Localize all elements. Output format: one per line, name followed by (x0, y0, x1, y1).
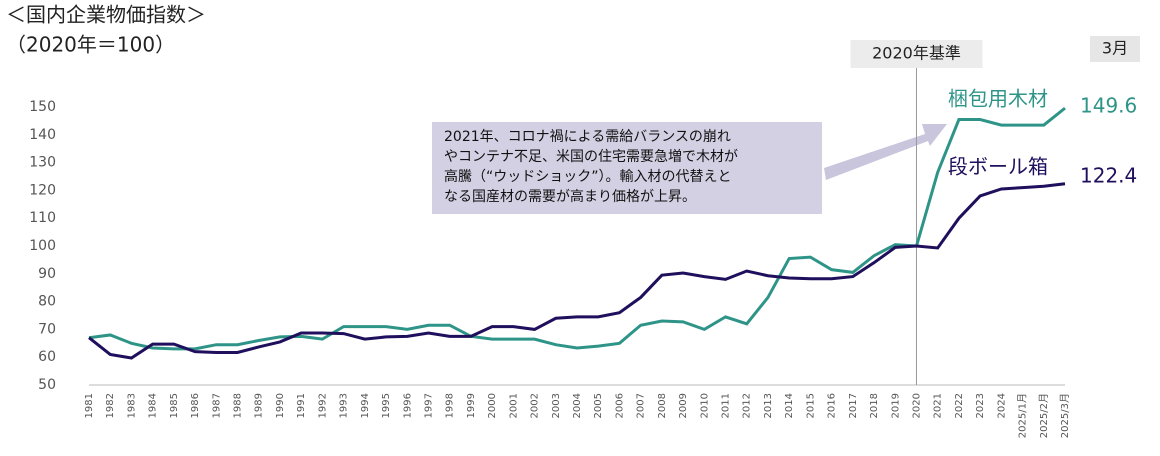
y-tick-label: 60 (38, 349, 56, 365)
x-tick-label: 2008 (657, 393, 668, 418)
y-tick-label: 90 (38, 266, 56, 282)
x-tick-label: 2014 (784, 393, 795, 418)
period-label: 3月 (1102, 39, 1128, 58)
y-tick-label: 100 (29, 238, 56, 254)
series-line (88, 182, 1066, 360)
x-tick-label: 2011 (721, 393, 732, 418)
x-tick-label: 2021 (933, 393, 944, 418)
x-tick-label: 2001 (508, 393, 519, 418)
annotation-line: なる国産材の需要が高まり価格が上昇。 (444, 189, 696, 205)
x-tick-label: 2015 (805, 393, 816, 418)
end-value-label: 149.6 (1080, 94, 1137, 118)
x-tick-label: 1983 (126, 393, 137, 418)
x-tick-label: 2025/3月 (1059, 393, 1071, 438)
x-tick-label: 1986 (190, 393, 201, 418)
x-tick-label: 1991 (296, 393, 307, 418)
y-tick-label: 140 (29, 127, 56, 143)
period-box (1090, 36, 1140, 62)
x-tick-label: 2003 (551, 393, 562, 418)
reference-label-box (850, 40, 983, 68)
x-tick-label: 1996 (402, 393, 413, 418)
chart-subtitle: （2020年＝100） (6, 33, 175, 57)
y-tick-label: 110 (29, 210, 56, 226)
x-tick-label: 2006 (614, 393, 625, 418)
x-tick-label: 2022 (954, 393, 965, 418)
x-tick-label: 2019 (890, 393, 901, 418)
x-tick-label: 2002 (530, 393, 541, 418)
x-tick-label: 2017 (848, 393, 859, 418)
x-tick-label: 1987 (211, 393, 222, 418)
x-tick-label: 1988 (233, 393, 244, 418)
legend-label: 段ボール箱 (948, 155, 1048, 179)
reference-label: 2020年基準 (872, 44, 961, 63)
y-tick-label: 130 (29, 155, 56, 171)
x-tick-label: 1984 (148, 393, 159, 418)
x-tick-label: 2024 (996, 393, 1007, 418)
annotation-line: やコンテナ不足、米国の住宅需要急増で木材が (444, 149, 738, 165)
x-tick-label: 1995 (381, 393, 392, 418)
x-tick-label: 2007 (636, 393, 647, 418)
x-tick-label: 2025/2月 (1038, 393, 1050, 438)
x-tick-label: 2005 (593, 393, 604, 418)
x-tick-label: 1981 (84, 393, 95, 418)
y-tick-label: 120 (29, 182, 56, 198)
annotation-line: 高騰（“ウッドショック”）。輸入材の代替えと (444, 169, 732, 185)
y-tick-label: 150 (29, 99, 56, 115)
x-tick-label: 1997 (423, 393, 434, 418)
x-tick-label: 2010 (699, 393, 710, 418)
series-line (88, 106, 1066, 351)
x-tick-label: 1990 (275, 393, 286, 418)
annotation-box: 2021年、コロナ禍による需給バランスの崩れ やコンテナ不足、米国の住宅需要急増で… (432, 122, 822, 214)
x-tick-label: 1985 (169, 393, 180, 418)
legend-label: 梱包用木材 (948, 87, 1048, 111)
x-tick-label: 1993 (339, 393, 350, 418)
y-tick-label: 70 (38, 321, 56, 337)
chart-title: ＜国内企業物価指数＞ (6, 3, 206, 27)
x-tick-label: 2009 (678, 393, 689, 418)
x-tick-label: 2020 (911, 393, 922, 418)
callout-arrow (824, 124, 947, 180)
x-tick-label: 2000 (487, 393, 498, 418)
x-tick-label: 2013 (763, 393, 774, 418)
x-tick-label: 2016 (827, 393, 838, 418)
x-tick-label: 2025/1月 (1017, 393, 1029, 438)
x-tick-label: 2018 (869, 393, 880, 418)
x-tick-label: 1998 (445, 393, 456, 418)
y-tick-label: 80 (38, 294, 56, 310)
x-tick-label: 1999 (466, 393, 477, 418)
x-tick-label: 2012 (742, 393, 753, 418)
x-tick-label: 2004 (572, 393, 583, 418)
x-tick-label: 1989 (254, 393, 265, 418)
y-tick-label: 50 (38, 377, 56, 393)
x-tick-label: 2023 (975, 393, 986, 418)
x-tick-label: 1994 (360, 393, 371, 418)
x-tick-label: 1982 (105, 393, 116, 418)
end-value-label: 122.4 (1080, 164, 1137, 188)
x-tick-label: 1992 (317, 393, 328, 418)
annotation-line: 2021年、コロナ禍による需給バランスの崩れ (444, 129, 731, 145)
